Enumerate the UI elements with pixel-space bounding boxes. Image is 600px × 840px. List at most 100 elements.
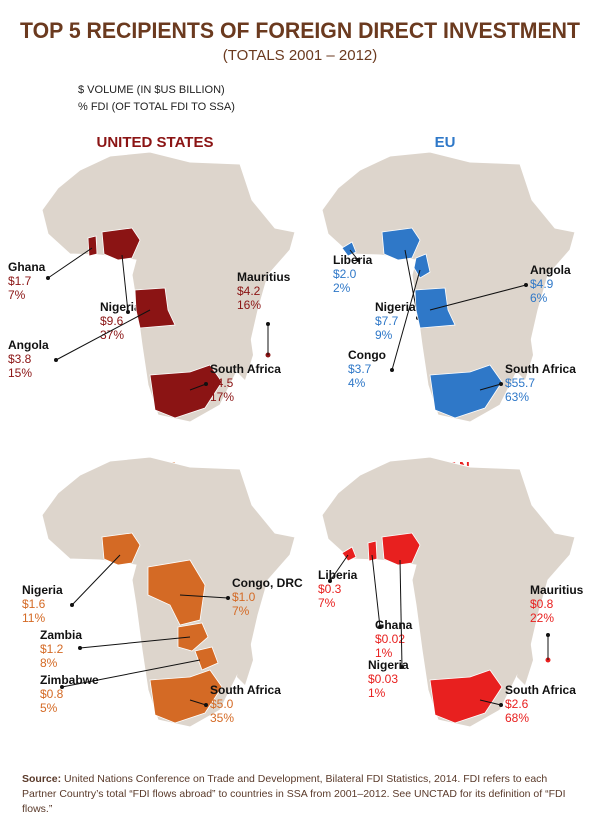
fdi-share: 22% <box>530 611 554 625</box>
country-shape <box>101 227 141 261</box>
fdi-share: 1% <box>368 686 386 700</box>
fdi-volume: $1.7 <box>8 274 32 288</box>
fdi-share: 35% <box>210 711 234 725</box>
country-shape <box>87 235 98 257</box>
country-shape <box>194 646 219 671</box>
fdi-share: 63% <box>505 390 529 404</box>
continent <box>321 456 576 728</box>
fdi-share: 8% <box>40 656 58 670</box>
island <box>517 334 533 380</box>
country-name: Congo <box>348 348 386 362</box>
country-shape <box>381 227 421 261</box>
map-panel: CHINANigeria$1.611%Congo, DRC$1.07%Zambi… <box>22 456 303 728</box>
leader-line <box>179 594 229 599</box>
title: TOP 5 RECIPIENTS OF FOREIGN DIRECT INVES… <box>20 18 581 43</box>
fdi-volume: $1.0 <box>232 590 256 604</box>
fdi-volume: $0.8 <box>40 687 64 701</box>
country-name: Nigeria <box>100 300 141 314</box>
fdi-volume: $4.2 <box>237 284 261 298</box>
leader-dot <box>499 382 503 386</box>
leader-dot <box>390 368 394 372</box>
country-name: Nigeria <box>368 658 409 672</box>
country-name: Nigeria <box>375 300 416 314</box>
country-name: Liberia <box>333 253 373 267</box>
leader-dot <box>226 596 230 600</box>
map-panel: UNITED STATES Ghana$1.77% Nigeria$9.637% An… <box>8 134 296 423</box>
fdi-share: 7% <box>8 288 26 302</box>
country-name: Congo, DRC <box>232 576 303 590</box>
fdi-share: 11% <box>22 611 45 625</box>
leader-dot <box>204 382 208 386</box>
legend-item: % FDI (OF TOTAL FDI TO SSA) <box>78 101 235 113</box>
fdi-volume: $3.8 <box>8 352 32 366</box>
leader-dot <box>78 646 82 650</box>
island <box>237 334 253 380</box>
country-name: South Africa <box>210 683 281 697</box>
source-text: United Nations Conference on Trade and D… <box>22 773 566 815</box>
country-name: South Africa <box>210 362 281 376</box>
country-shape <box>101 532 141 566</box>
leader-line <box>71 554 121 606</box>
leader-line <box>47 247 93 279</box>
country-name: South Africa <box>505 362 576 376</box>
fdi-share: 37% <box>100 328 124 342</box>
country-shape <box>381 532 421 566</box>
leader-dot <box>328 579 332 583</box>
fdi-volume: $5.0 <box>210 697 234 711</box>
country-shape <box>413 253 431 279</box>
leader-line <box>61 659 201 688</box>
panel-title: UNITED STATES <box>97 134 214 151</box>
leader-line <box>79 636 191 649</box>
leader-dot <box>356 258 360 262</box>
fdi-share: 2% <box>333 281 351 295</box>
island <box>517 639 533 685</box>
continent <box>41 151 296 423</box>
country-name: South Africa <box>505 683 576 697</box>
country-name: Zambia <box>40 628 82 642</box>
country-name: Zimbabwe <box>40 673 99 687</box>
fdi-volume: $0.3 <box>318 582 342 596</box>
leader-line <box>349 249 359 261</box>
continent <box>321 151 576 423</box>
leader-dot <box>266 322 270 326</box>
country-shape <box>367 540 378 562</box>
island <box>237 639 253 685</box>
country-name: Ghana <box>375 618 413 632</box>
country-name: Nigeria <box>22 583 63 597</box>
country-name: Angola <box>530 263 571 277</box>
leader-dot <box>70 603 74 607</box>
leader-line <box>371 554 381 628</box>
panel-title: EU <box>435 134 456 151</box>
fdi-volume: $1.6 <box>22 597 46 611</box>
leader-line <box>189 383 207 391</box>
leader-line <box>391 269 421 371</box>
country-shape <box>149 669 223 724</box>
fdi-volume: $1.2 <box>40 642 64 656</box>
leader-line <box>399 559 403 668</box>
fdi-share: 15% <box>8 366 32 380</box>
country-name: Liberia <box>318 568 358 582</box>
fdi-share: 17% <box>210 390 234 404</box>
fdi-volume: $0.8 <box>530 597 554 611</box>
fdi-share: 16% <box>237 298 261 312</box>
fdi-volume: $2.6 <box>505 697 529 711</box>
fdi-volume: $55.7 <box>505 376 535 390</box>
country-shape <box>414 287 456 329</box>
country-shape <box>134 287 176 329</box>
fdi-volume: $4.9 <box>530 277 554 291</box>
source-label: Source: <box>22 773 62 785</box>
leader-dot <box>400 665 404 669</box>
country-shape <box>149 364 223 419</box>
fdi-volume: $3.7 <box>348 362 372 376</box>
fdi-volume: $0.03 <box>368 672 398 686</box>
fdi-volume: $2.0 <box>333 267 357 281</box>
leader-line <box>329 554 349 582</box>
leader-dot <box>378 625 382 629</box>
fdi-volume: $4.5 <box>210 376 234 390</box>
country-shape <box>429 364 503 419</box>
fdi-share: 6% <box>530 291 548 305</box>
leader-dot <box>60 685 64 689</box>
legend-item: $ VOLUME (IN $US BILLION) <box>78 84 225 96</box>
leader-dot <box>204 703 208 707</box>
country-name: Mauritius <box>530 583 584 597</box>
